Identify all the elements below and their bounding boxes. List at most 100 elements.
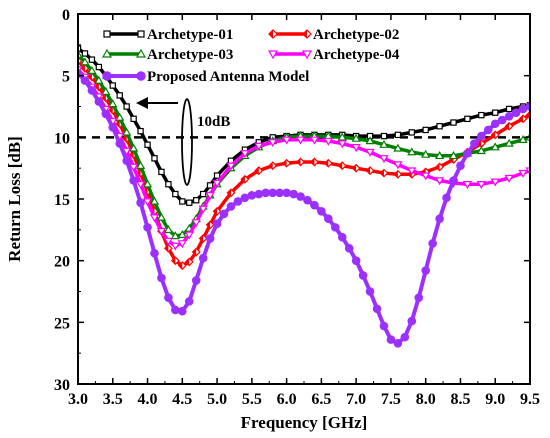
series-point-half bbox=[192, 248, 197, 256]
series-point bbox=[303, 195, 312, 205]
x-tick-label: 6.0 bbox=[277, 391, 297, 408]
series-point bbox=[400, 332, 410, 342]
series-point bbox=[178, 306, 187, 316]
series-point-half bbox=[116, 120, 120, 128]
series-point bbox=[330, 223, 340, 232]
series-point bbox=[144, 141, 151, 148]
series-point bbox=[80, 57, 90, 66]
x-tick-label: 8.0 bbox=[416, 391, 436, 408]
x-tick-label: 9.0 bbox=[485, 391, 505, 408]
series-point-half bbox=[206, 221, 211, 229]
series-point bbox=[477, 131, 486, 141]
series-point bbox=[177, 240, 187, 249]
x-axis-title: Frequency [GHz] bbox=[241, 413, 368, 432]
series-point-half bbox=[477, 139, 482, 148]
x-tick-label: 9.5 bbox=[520, 391, 540, 408]
y-tick-label: 15 bbox=[54, 192, 70, 209]
series-point bbox=[136, 198, 145, 208]
series-point bbox=[393, 143, 403, 152]
series-point bbox=[116, 92, 123, 99]
series-point bbox=[150, 248, 159, 258]
series-point bbox=[478, 111, 485, 119]
series-point bbox=[158, 168, 165, 176]
series-point-half bbox=[255, 167, 259, 175]
series-point bbox=[394, 131, 402, 139]
series-point-half bbox=[283, 159, 287, 167]
series-point bbox=[310, 200, 319, 210]
legend-label: Archetype-02 bbox=[313, 27, 399, 43]
series-point-half bbox=[310, 158, 315, 166]
series-point bbox=[372, 304, 382, 314]
series-point bbox=[212, 179, 222, 188]
series-point bbox=[511, 108, 521, 117]
x-tick-label: 5.5 bbox=[242, 391, 262, 408]
series-point bbox=[492, 109, 499, 116]
series-point bbox=[135, 160, 146, 169]
series-point bbox=[240, 150, 250, 159]
series-point-half bbox=[95, 83, 99, 91]
series-point bbox=[136, 71, 146, 81]
series-point bbox=[281, 136, 292, 145]
legend-label: Proposed Antenna Model bbox=[147, 69, 309, 85]
x-tick-label: 3.5 bbox=[103, 391, 123, 408]
x-tick-label: 4.5 bbox=[172, 391, 192, 408]
series-point bbox=[212, 219, 222, 228]
series-point bbox=[247, 191, 257, 200]
series-point bbox=[156, 212, 167, 221]
series-point bbox=[191, 219, 201, 228]
series-point bbox=[240, 193, 250, 203]
series-point-half bbox=[394, 170, 398, 178]
series-point bbox=[198, 205, 208, 214]
annotation-arrow-head bbox=[136, 97, 148, 109]
series-point bbox=[268, 188, 278, 198]
series-point-half bbox=[213, 207, 218, 215]
series-point bbox=[226, 162, 236, 171]
series-point bbox=[435, 214, 444, 224]
series-point bbox=[170, 242, 180, 251]
series-point bbox=[268, 139, 278, 148]
series-point bbox=[490, 119, 500, 129]
y-axis-title: Return Loss [dB] bbox=[5, 136, 24, 262]
series-point-half bbox=[143, 188, 148, 196]
series-point-half bbox=[130, 151, 134, 159]
series-point bbox=[344, 244, 354, 253]
series-point bbox=[408, 129, 415, 136]
series-point-half bbox=[81, 64, 85, 72]
y-tick-label: 0 bbox=[62, 7, 70, 24]
annotation: 10dB bbox=[136, 97, 230, 186]
x-tick-label: 7.5 bbox=[381, 391, 401, 408]
series-point bbox=[504, 138, 514, 147]
series-point-half bbox=[380, 169, 384, 177]
series-point-half bbox=[241, 175, 245, 183]
series-point bbox=[358, 271, 368, 280]
series-point-half bbox=[505, 122, 510, 130]
series-point bbox=[143, 223, 152, 232]
series-point-half bbox=[491, 131, 496, 139]
series-point bbox=[102, 71, 112, 81]
series-point bbox=[323, 137, 333, 146]
series-point-half bbox=[171, 257, 176, 265]
series-point bbox=[317, 207, 326, 216]
series-point bbox=[149, 214, 160, 223]
series-point bbox=[165, 181, 172, 188]
series-point bbox=[490, 142, 500, 151]
series-point bbox=[206, 182, 214, 189]
series-point-half bbox=[366, 167, 371, 175]
series-point bbox=[476, 146, 486, 155]
series-point bbox=[142, 179, 153, 188]
series-point bbox=[407, 147, 417, 156]
series-point bbox=[337, 232, 347, 242]
series-point bbox=[115, 139, 125, 148]
series-point bbox=[296, 192, 305, 201]
legend: Archetype-01 Archetype-02 Archetype-03 Arch… bbox=[101, 27, 400, 85]
series-point bbox=[171, 305, 180, 315]
series-point bbox=[483, 125, 493, 135]
series-point bbox=[422, 126, 429, 134]
series-point bbox=[81, 50, 89, 57]
series-point bbox=[103, 30, 111, 38]
series-point bbox=[464, 115, 471, 123]
y-tick-label: 10 bbox=[54, 130, 70, 147]
series-point bbox=[365, 136, 375, 145]
series-point bbox=[428, 239, 437, 248]
